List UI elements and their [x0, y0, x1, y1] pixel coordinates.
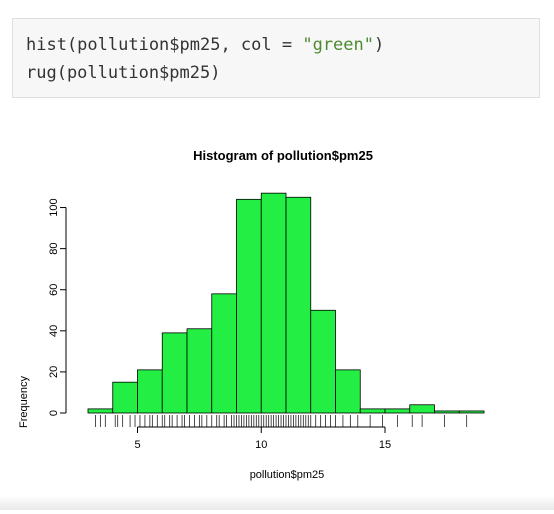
y-axis-label: Frequency — [18, 376, 30, 428]
histogram-bar — [458, 410, 485, 414]
histogram-bar — [186, 328, 213, 414]
y-tick-label: 60 — [48, 284, 60, 296]
code-line-hist: hist(pollution$pm25, col = "green") — [26, 35, 384, 55]
histogram-bar — [137, 369, 163, 414]
y-axis: 0 20 40 60 80 100 — [48, 198, 67, 416]
y-tick-label: 20 — [48, 366, 60, 378]
histogram-bar — [211, 293, 237, 414]
code-string-literal: "green" — [302, 35, 374, 55]
x-tick-label: 15 — [379, 439, 391, 451]
x-tick-label: 10 — [255, 439, 267, 451]
histogram-chart: Histogram of pollution$pm25 pollution$pm… — [18, 148, 485, 481]
y-tick-label: 100 — [48, 198, 60, 216]
y-tick-label: 80 — [48, 243, 60, 255]
x-tick-label: 5 — [134, 439, 140, 451]
code-hist-call: hist(pollution$pm25, col = — [26, 35, 303, 55]
histogram-bar — [87, 408, 114, 414]
x-axis-label: pollution$pm25 — [250, 469, 325, 481]
histogram-bar — [161, 332, 188, 414]
histogram-bar — [335, 369, 361, 414]
histogram-bar — [359, 408, 386, 414]
plot-output: Histogram of pollution$pm25 pollution$pm… — [0, 100, 554, 510]
code-hist-close: ) — [374, 35, 385, 55]
histogram-bar — [310, 309, 336, 414]
histogram-bar — [285, 196, 312, 414]
code-line-rug: rug(pollution$pm25) — [26, 63, 221, 83]
y-tick-label: 40 — [48, 325, 60, 337]
histogram-bar — [236, 198, 262, 414]
chart-title: Histogram of pollution$pm25 — [193, 148, 373, 163]
histogram-bar — [384, 408, 411, 414]
bottom-edge — [0, 495, 554, 510]
code-cell[interactable]: hist(pollution$pm25, col = "green") rug(… — [12, 18, 540, 98]
histogram-bar — [409, 404, 435, 414]
histogram-bar — [112, 381, 138, 414]
histogram-bars — [87, 192, 485, 414]
histogram-bar — [260, 192, 287, 414]
y-tick-label: 0 — [48, 410, 60, 416]
histogram-bar — [434, 410, 460, 414]
rug-marks — [95, 415, 468, 427]
x-axis: 5 10 15 — [134, 426, 391, 451]
